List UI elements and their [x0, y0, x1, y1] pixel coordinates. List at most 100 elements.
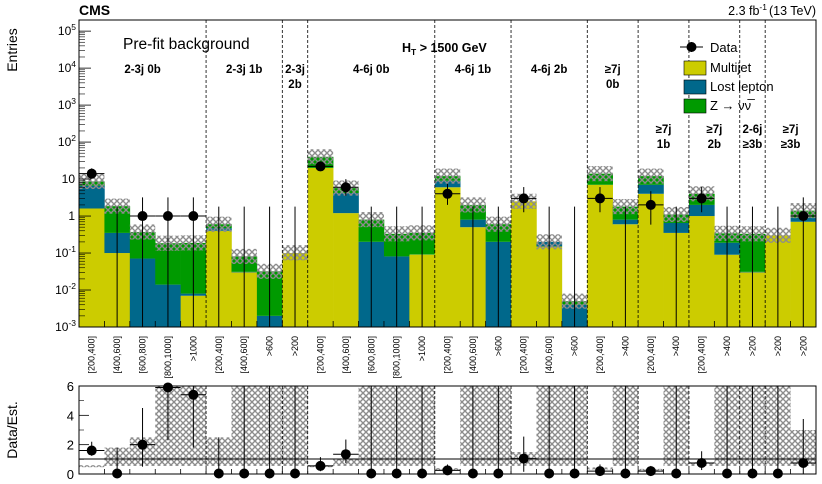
y-tick-label-8: 105 [58, 22, 76, 38]
y-tick-exp-8: 5 [71, 22, 76, 32]
region-label-10-0: ≥7j [783, 124, 799, 136]
data-point-3 [162, 211, 173, 222]
legend-multijet-label: Multijet [710, 60, 752, 75]
bar-lost-10 [333, 193, 359, 214]
ratio-point-4 [188, 389, 199, 400]
x-tick-label-17: [200,400] [519, 336, 529, 374]
ratio-unc-band-0 [79, 465, 105, 468]
ratio-y-axis: 0 2 4 6 [67, 379, 791, 482]
bar-lost-22 [638, 184, 664, 194]
x-tick-label-11: [600,800] [366, 336, 376, 374]
x-tick-label-13: >1000 [417, 336, 427, 361]
cms-label: CMS [79, 2, 110, 18]
x-tick-label-24: [200,400] [697, 336, 707, 374]
y-tick-base-0: 10 [55, 320, 69, 334]
data-point-10 [340, 182, 351, 193]
ratio-y-tick-label-1: 2 [67, 438, 74, 453]
y-tick-base-7: 10 [58, 61, 72, 75]
x-tick-label-4: >1000 [188, 336, 198, 361]
bar-multijet-10 [333, 213, 359, 327]
x-tick-label-25: >400 [722, 336, 732, 356]
main-frame [78, 19, 817, 328]
data-point-0 [86, 168, 97, 179]
main-data-points [79, 161, 816, 327]
region-label-8-1: 2b [708, 139, 721, 151]
ratio-point-9 [315, 460, 326, 471]
ratio-point-24 [696, 458, 707, 468]
legend-znunu-swatch [683, 98, 707, 114]
x-tick-label-0: [200,400] [87, 336, 97, 374]
legend-data-label: Data [710, 40, 738, 55]
ratio-point-3 [162, 382, 173, 393]
y-tick-base-8: 10 [58, 24, 72, 38]
region-label-7-1: 1b [657, 139, 670, 151]
ratio-uncertainty-band [79, 386, 816, 471]
x-tick-label-21: >400 [620, 336, 630, 356]
region-label-5-0: 4-6j 2b [531, 64, 567, 76]
ht-label: HT > 1500 GeV [402, 41, 487, 57]
x-tick-label-6: [400,600] [239, 336, 249, 374]
y-tick-exp-2: -1 [68, 244, 76, 254]
y-tick-exp-0: -3 [68, 318, 76, 328]
y-tick-base-1: 10 [55, 283, 69, 297]
y-tick-label-1: 10-2 [55, 281, 76, 297]
data-point-17 [518, 193, 529, 204]
x-tick-label-16: >600 [493, 336, 503, 356]
region-label-9-0: 2-6j [743, 124, 763, 136]
data-point-22 [645, 199, 656, 210]
y-tick-label-7: 104 [58, 59, 76, 75]
y-tick-label-4: 10 [62, 172, 76, 186]
bar-multijet-9 [307, 167, 334, 327]
ratio-point-17 [518, 453, 529, 464]
unc-band-20 [587, 166, 613, 182]
y-tick-exp-1: -2 [68, 281, 76, 291]
ratio-point-0 [86, 445, 97, 456]
y-tick-base-5: 10 [58, 135, 72, 149]
x-tick-label-19: >600 [570, 336, 580, 356]
ratio-point-10 [340, 449, 351, 460]
y-tick-label-0: 10-3 [55, 318, 76, 334]
bar-multijet-24 [688, 216, 715, 327]
region-label-2-0: 2-3j [285, 64, 305, 76]
region-label-9-1: ≥3b [743, 139, 763, 151]
ratio-y-tick-label-3: 6 [67, 379, 74, 394]
x-tick-label-2: [600,800] [138, 336, 148, 374]
ratio-point-28 [798, 458, 809, 468]
x-tick-label-10: [400,600] [341, 336, 351, 374]
y-tick-label-5: 102 [58, 133, 76, 149]
y-axis-title: Entries [4, 28, 20, 72]
x-tick-label-7: >600 [265, 336, 275, 356]
region-label-0-0: 2-3j 0b [124, 64, 160, 76]
x-tick-label-5: [200,400] [214, 336, 224, 374]
legend-lostlepton-label: Lost lepton [710, 79, 774, 94]
bar-multijet-14 [434, 187, 461, 327]
x-tick-label-1: [400,600] [112, 336, 122, 374]
region-label-10-1: ≥3b [781, 139, 801, 151]
bar-multijet-17 [511, 201, 537, 327]
data-point-28 [798, 211, 809, 222]
ratio-point-2 [137, 439, 148, 450]
data-point-4 [188, 211, 199, 222]
y-tick-label-3: 1 [68, 209, 75, 223]
x-tick-label-9: [200,400] [315, 336, 325, 374]
x-tick-labels: [200,400] [400,600] [600,800] [800,1000] >10… [87, 336, 809, 379]
legend-lostlepton-swatch [683, 79, 707, 95]
ratio-y-tick-label-0: 0 [67, 467, 74, 482]
x-tick-label-22: [200,400] [646, 336, 656, 374]
y-tick-exp-7: 4 [71, 59, 76, 69]
ratio-y-axis-title: Data/Est. [4, 401, 20, 459]
x-tick-label-3: [800,1000] [163, 336, 173, 379]
x-tick-label-26: >200 [747, 336, 757, 356]
x-tick-label-28: >200 [798, 336, 808, 356]
region-label-2-1: 2b [288, 79, 301, 91]
y-tick-exp-5: 2 [71, 133, 76, 143]
region-label-8-0: ≥7j [706, 124, 722, 136]
bar-lost-0 [79, 185, 105, 209]
unc-band-14 [434, 168, 461, 184]
y-tick-label-2: 10-1 [55, 244, 76, 260]
legend-multijet-swatch [683, 60, 707, 76]
x-tick-label-8: >200 [290, 336, 300, 356]
y-tick-base-2: 10 [55, 246, 69, 260]
lumi-label: 2.3 fb-1 (13 TeV) [728, 2, 816, 18]
legend-data-marker [686, 42, 697, 52]
